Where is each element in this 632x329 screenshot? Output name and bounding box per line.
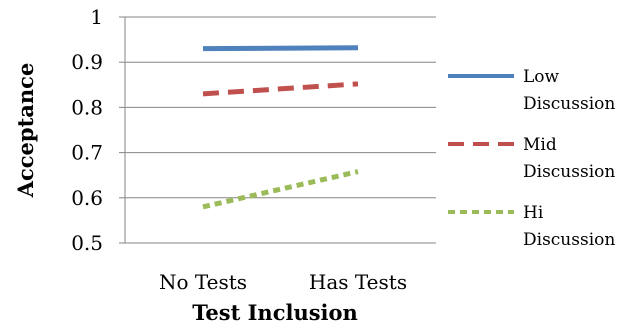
y-axis-title: Acceptance (13, 63, 38, 199)
gridlines (125, 16, 436, 199)
legend-label: Discussion (523, 94, 615, 114)
legend-label: Low (523, 67, 560, 87)
y-tick-label: 1 (90, 5, 103, 29)
x-tick-label: No Tests (159, 270, 247, 294)
x-tick-labels: No Tests Has Tests (159, 270, 407, 294)
legend-label: Hi (523, 203, 544, 223)
series-line (202, 81, 359, 97)
y-tick-label: 0.7 (71, 141, 103, 165)
legend-label: Mid (523, 135, 557, 155)
legend: Low Discussion Mid Discussion Hi Discussion (448, 67, 615, 250)
legend-label: Discussion (523, 162, 615, 182)
x-axis-title: Test Inclusion (192, 300, 358, 325)
legend-label: Discussion (523, 230, 615, 250)
series-line (202, 169, 359, 210)
series-line (202, 45, 359, 52)
y-tick-label: 0.6 (71, 186, 103, 210)
y-tick-label: 0.5 (71, 231, 103, 255)
y-tick-label: 0.8 (71, 95, 103, 119)
y-tick-label: 0.9 (71, 50, 103, 74)
y-tick-labels: 0.5 0.6 0.7 0.8 0.9 1 (71, 5, 125, 255)
x-tick-label: Has Tests (309, 270, 407, 294)
series-lines (202, 45, 359, 210)
axes (124, 17, 436, 244)
